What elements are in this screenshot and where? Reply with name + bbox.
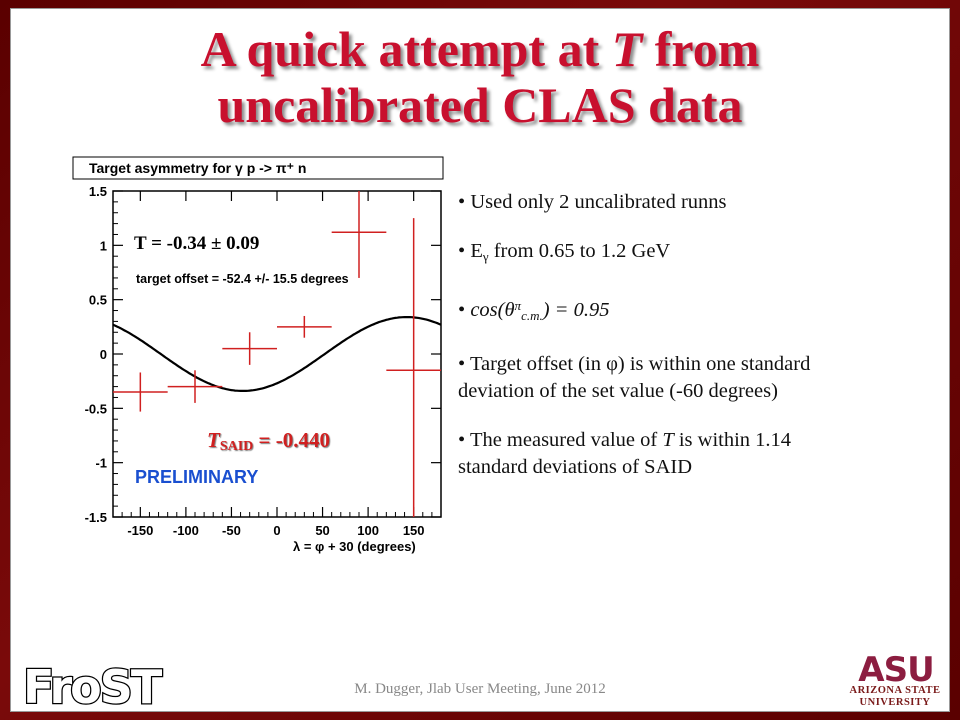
data-point <box>222 332 277 365</box>
y-tick-label: 1.5 <box>89 184 107 199</box>
asu-wordmark: ARIZONA STATE UNIVERSITY <box>849 685 941 708</box>
said-sub: SAID <box>220 439 253 454</box>
frost-logo-text: FroST <box>23 660 163 711</box>
title-line-1: A quick attempt at T from <box>200 21 760 77</box>
x-axis-label: λ = φ + 30 (degrees) <box>293 539 416 554</box>
asu-logo: ASU <box>858 650 934 690</box>
offset-text: target offset = -52.4 +/- 15.5 degrees <box>136 272 349 286</box>
x-tick-label: 100 <box>357 523 379 538</box>
plot-header: Target asymmetry for γ p -> π⁺ n <box>89 160 306 176</box>
y-tick-label: -0.5 <box>85 401 107 416</box>
fit-curve <box>112 316 442 392</box>
bullet-list: • Used only 2 uncalibrated runns • Eγ fr… <box>458 189 858 503</box>
bullet-said: • The measured value of T is within 1.14… <box>458 429 792 478</box>
bullet-cos: • cos(θπc.m.) = 0.95 <box>458 298 610 323</box>
bullet-offset: • Target offset (in φ) is within one sta… <box>458 353 811 402</box>
x-axis: -150 -100 -50 0 50 100 150 <box>121 191 433 538</box>
bullet-energy: • Eγ from 0.65 to 1.2 GeV <box>458 240 671 264</box>
slide: A quick attempt at T from uncalibrated C… <box>10 8 950 712</box>
data-point <box>277 315 332 338</box>
asu-mark: ASU <box>858 650 933 690</box>
preliminary-label: PRELIMINARY <box>135 467 258 487</box>
said-T: T <box>207 428 221 452</box>
x-tick-label: 150 <box>403 523 425 538</box>
title-line-2: uncalibrated CLAS data <box>217 77 743 133</box>
x-tick-label: -150 <box>127 523 153 538</box>
asymmetry-plot: Target asymmetry for γ p -> π⁺ n -1.5-1-… <box>72 156 444 554</box>
y-tick-label: -1 <box>95 456 107 471</box>
said-value: TSAID = -0.440 <box>207 428 330 454</box>
y-tick-label: 0 <box>100 347 107 362</box>
x-tick-label: -50 <box>222 523 241 538</box>
bullet-runs: • Used only 2 uncalibrated runns <box>458 191 727 213</box>
data-point <box>386 218 441 517</box>
footer-text: M. Dugger, Jlab User Meeting, June 2012 <box>354 681 606 697</box>
y-tick-label: 1 <box>100 238 107 253</box>
x-tick-label: -100 <box>173 523 199 538</box>
x-tick-label: 50 <box>315 523 329 538</box>
slide-title: A quick attempt at T from uncalibrated C… <box>11 21 949 133</box>
y-tick-label: -1.5 <box>85 510 107 525</box>
x-tick-label: 0 <box>273 523 280 538</box>
t-result: T = -0.34 ± 0.09 <box>134 233 259 254</box>
data-point <box>331 191 387 278</box>
frost-logo: FroST <box>22 659 166 711</box>
plot-header-box <box>72 156 444 180</box>
data-point <box>167 370 223 403</box>
data-point <box>113 372 168 412</box>
y-tick-label: 0.5 <box>89 293 107 308</box>
data-points <box>113 191 441 517</box>
y-axis: -1.5 -1 -0.5 0 0.5 1 1.5 <box>85 184 441 525</box>
said-number: = -0.440 <box>253 428 330 452</box>
